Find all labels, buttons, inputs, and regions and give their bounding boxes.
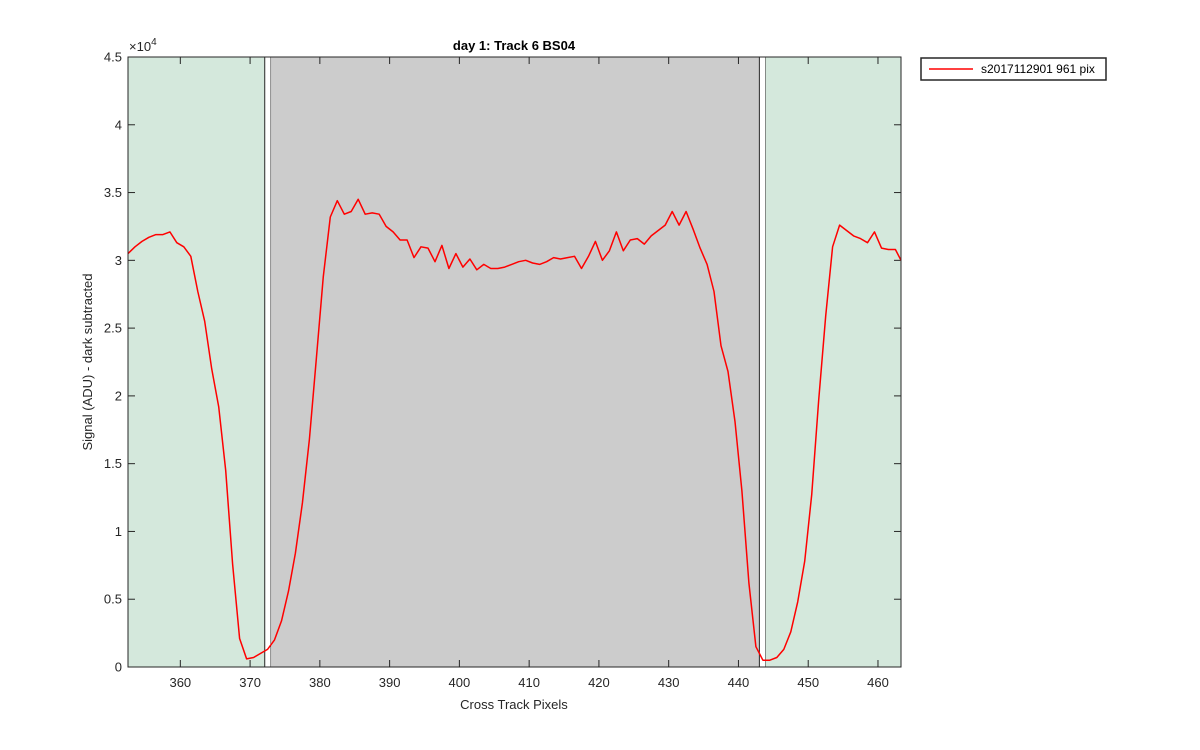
legend-box	[920, 57, 1107, 81]
y-axis-label: Signal (ADU) - dark subtracted	[80, 273, 95, 450]
x-tick-label: 370	[239, 675, 261, 690]
y-tick-label: 2	[115, 388, 122, 403]
gap-box-region-1	[264, 56, 272, 668]
y-exponent-power: 4	[151, 37, 157, 48]
x-tick-label: 460	[867, 675, 889, 690]
legend[interactable]: s2017112901 961 pix	[920, 57, 1107, 81]
x-tick-label: 390	[379, 675, 401, 690]
y-exponent-label: ×104	[129, 37, 157, 54]
series-line-0	[127, 198, 902, 661]
plot-frame	[127, 56, 902, 668]
shaded-regions	[128, 56, 901, 668]
y-tick-label: 4.5	[104, 50, 122, 65]
x-tick-label: 440	[728, 675, 750, 690]
green-band-region-0	[128, 57, 265, 667]
green-band-region-4	[765, 57, 901, 667]
x-tick-label: 410	[518, 675, 540, 690]
x-tick-label: 400	[449, 675, 471, 690]
y-tick-label: 0.5	[104, 592, 122, 607]
y-tick-label: 3.5	[104, 185, 122, 200]
x-axis-ticks: 360 370 380 390 400 410 420 430 440 450 460	[169, 57, 889, 690]
y-tick-label: 4	[115, 117, 122, 132]
x-tick-label: 360	[169, 675, 191, 690]
x-tick-label: 380	[309, 675, 331, 690]
y-tick-label: 1.5	[104, 456, 122, 471]
gray-band-region-2	[271, 57, 760, 667]
legend-label: s2017112901 961 pix	[981, 62, 1095, 76]
y-tick-label: 2.5	[104, 321, 122, 336]
x-tick-label: 430	[658, 675, 680, 690]
chart-title: day 1: Track 6 BS04	[453, 38, 576, 53]
series-layer	[127, 198, 902, 661]
gap-box-region-3	[758, 56, 767, 668]
y-axis-ticks: 0 0.5 1 1.5 2 2.5 3 3.5 4 4.5	[104, 50, 901, 675]
y-tick-label: 0	[115, 660, 122, 675]
y-tick-label: 3	[115, 253, 122, 268]
x-tick-label: 450	[797, 675, 819, 690]
x-axis-label: Cross Track Pixels	[460, 697, 568, 712]
y-exponent-base: ×10	[129, 39, 151, 54]
y-tick-label: 1	[115, 524, 122, 539]
x-tick-label: 420	[588, 675, 610, 690]
